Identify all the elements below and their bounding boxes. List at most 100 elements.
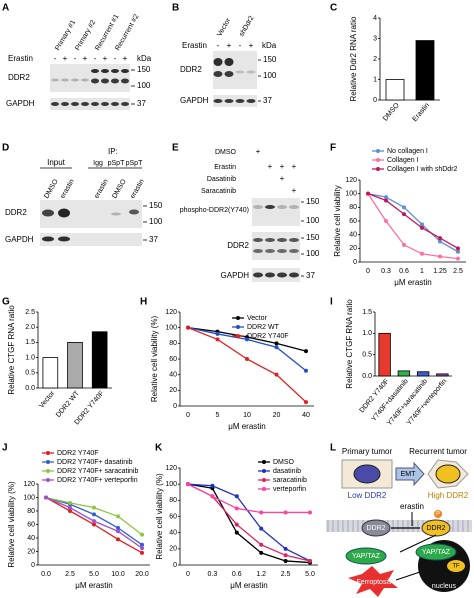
- legend-marker: [262, 487, 266, 491]
- treatment-label: DMSO: [215, 149, 237, 156]
- blot-band: [91, 78, 99, 84]
- y-tick-label: 40: [27, 535, 35, 542]
- blot-band: [246, 70, 256, 74]
- blot-band: [81, 102, 89, 106]
- point: [456, 249, 460, 254]
- point: [116, 514, 120, 519]
- blot-band: [51, 78, 59, 82]
- marker-label: 100: [263, 71, 277, 80]
- x-tick-label: 1.2: [256, 571, 266, 578]
- point: [215, 331, 220, 336]
- panel-letter: C: [330, 3, 337, 14]
- y-tick-label: 2.0: [25, 324, 35, 331]
- ip-label: IP:: [108, 147, 118, 156]
- marker-label: 100: [306, 249, 320, 258]
- y-tick-label: 1: [373, 76, 377, 83]
- effector: [415, 543, 457, 561]
- y-tick-label: 0: [173, 403, 177, 410]
- panel-letter: B: [172, 3, 179, 14]
- marker-label: 100: [306, 216, 320, 225]
- protein-label: DDR2: [180, 65, 202, 74]
- point: [402, 212, 406, 217]
- y-tick-label: 0.0: [362, 373, 372, 380]
- point: [308, 510, 312, 515]
- x-axis-label: μM erastin: [394, 278, 432, 287]
- blot-band: [51, 102, 59, 106]
- ip-lane-label: Igg: [93, 160, 103, 167]
- blot-band: [253, 272, 263, 278]
- treatment-sign: +: [268, 162, 273, 171]
- x-tick-label: 0: [366, 268, 370, 275]
- blot: [213, 51, 257, 89]
- x-tick-label: 0: [186, 571, 190, 578]
- legend-label: Vector: [247, 315, 268, 322]
- blot-band: [111, 69, 119, 73]
- blot: [50, 98, 130, 110]
- point: [92, 522, 96, 527]
- x-axis-label: μM erastin: [228, 422, 266, 431]
- point: [384, 198, 388, 203]
- point: [304, 368, 308, 373]
- point: [116, 537, 120, 542]
- treatment-sign: +: [292, 186, 297, 195]
- legend-marker: [262, 460, 266, 464]
- legend-label: saracatinib: [273, 477, 307, 484]
- legend-marker: [262, 469, 266, 473]
- series-line: [187, 483, 310, 514]
- point: [366, 191, 370, 196]
- x-tick-label: 1: [420, 268, 424, 275]
- bar: [416, 371, 430, 377]
- blot-band: [235, 99, 245, 103]
- treatment-sign: -: [54, 54, 57, 63]
- blot-band: [253, 238, 263, 242]
- y-axis-label: Relative Ddr2 RNA ratio: [349, 16, 358, 101]
- y-axis-label: Relative cell viability (%): [7, 481, 16, 568]
- point: [92, 505, 96, 510]
- panel-letter: I: [330, 297, 333, 308]
- protein-label: phospho-DDR2(Y740): [180, 207, 249, 214]
- y-tick-label: 60: [169, 513, 177, 520]
- legend-marker: [376, 149, 380, 153]
- legend-marker: [236, 334, 240, 338]
- bar: [67, 341, 83, 389]
- y-axis-label: Relative cell viability (%): [150, 316, 159, 403]
- point: [274, 372, 279, 377]
- point: [259, 550, 264, 555]
- panel-letter: G: [2, 297, 10, 308]
- point: [438, 239, 442, 244]
- blot-band: [289, 249, 299, 253]
- marker-label: 37: [306, 271, 315, 280]
- blot: [40, 200, 142, 228]
- y-tick-label: 20: [169, 546, 177, 553]
- point: [234, 506, 239, 511]
- point: [456, 256, 460, 261]
- x-tick-label: 10.0: [111, 571, 125, 578]
- y-tick-label: 0: [173, 562, 177, 569]
- y-axis-label: Relative cell viability (%): [155, 473, 164, 560]
- point: [384, 219, 388, 223]
- blot-band: [71, 102, 79, 106]
- point: [283, 510, 288, 515]
- legend-label: DDR2 Y740F+ verteporfin: [57, 477, 138, 484]
- stage-label: Recurrent tumor: [409, 447, 467, 456]
- emt-arrow: [395, 461, 425, 487]
- y-tick-label: 20: [169, 387, 177, 394]
- blot-band: [277, 238, 287, 242]
- x-tick-label: 40: [302, 412, 310, 419]
- pathway-arrow: [399, 534, 437, 553]
- x-tick-label: 5: [216, 412, 220, 419]
- unit-label: kDa: [262, 41, 277, 50]
- x-tick-label: 2.5: [281, 571, 291, 578]
- point: [259, 542, 264, 547]
- point: [438, 236, 442, 241]
- point: [420, 222, 424, 227]
- y-tick-label: 20: [27, 548, 35, 555]
- ip-lane-label: pSpT: [126, 160, 143, 167]
- treatment-sign: +: [292, 162, 297, 171]
- y-tick-label: 100: [345, 191, 357, 198]
- treatment-sign: +: [280, 162, 285, 171]
- x-tick-label: 20: [273, 412, 281, 419]
- blot-band: [265, 238, 275, 242]
- ferroptosis-burst: [348, 566, 398, 597]
- point: [210, 494, 215, 499]
